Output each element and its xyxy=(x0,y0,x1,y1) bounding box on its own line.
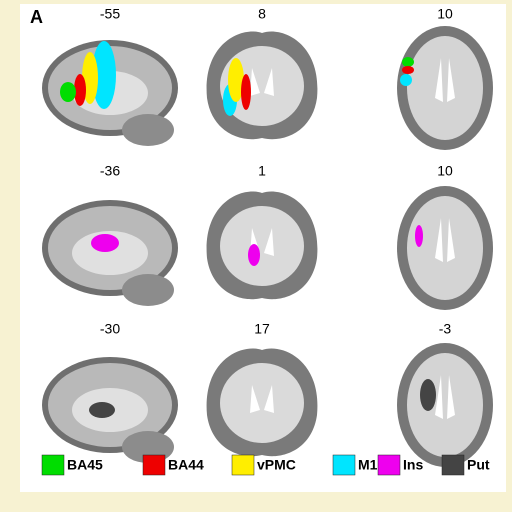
roi-vpmc xyxy=(228,58,244,102)
ventricles xyxy=(435,58,455,102)
ventricles xyxy=(435,218,455,262)
legend-label: Ins xyxy=(403,457,423,473)
brain-slice: 17 xyxy=(206,321,318,457)
slice-coordinate: 1 xyxy=(258,163,266,179)
roi-ba44 xyxy=(241,74,251,110)
legend-swatch xyxy=(231,454,255,476)
slice-coordinate: -36 xyxy=(100,163,120,179)
legend-label: M1 xyxy=(358,457,378,473)
brain-slice: -3 xyxy=(397,321,493,467)
legend-swatch xyxy=(441,454,465,476)
ventricles xyxy=(435,375,455,419)
roi-vpmc xyxy=(82,52,98,104)
slice-coordinate: 17 xyxy=(254,321,270,337)
brain-slice: 10 xyxy=(397,163,493,310)
roi-put xyxy=(89,402,115,418)
white-matter xyxy=(220,363,304,443)
slice-coordinate: 10 xyxy=(437,6,453,22)
legend-swatch xyxy=(332,454,356,476)
legend-label: Put xyxy=(467,457,490,473)
cerebellum xyxy=(122,274,174,306)
ventricles xyxy=(250,385,274,413)
roi-ba45 xyxy=(402,57,414,67)
roi-ba44 xyxy=(74,74,86,106)
ventricles xyxy=(250,68,274,96)
slice-coordinate: -3 xyxy=(439,321,452,337)
legend-label: BA44 xyxy=(168,457,204,473)
brain-slice: -36 xyxy=(42,163,178,306)
slice-coordinate: -55 xyxy=(100,6,120,22)
white-matter xyxy=(407,196,483,300)
panel-label: A xyxy=(30,7,43,27)
brain-slice: 10 xyxy=(397,6,493,150)
white-matter xyxy=(407,353,483,457)
slice-coordinate: -30 xyxy=(100,321,120,337)
roi-ins xyxy=(415,225,423,247)
white-matter xyxy=(407,36,483,140)
roi-put xyxy=(420,379,436,411)
roi-m1 xyxy=(400,74,412,86)
white-matter xyxy=(220,206,304,286)
legend-swatch xyxy=(377,454,401,476)
roi-ba45 xyxy=(60,82,76,102)
brain-slices: -55 8 10 -36 1 10 -30 17 -3 xyxy=(42,6,493,467)
roi-m1 xyxy=(92,41,116,109)
legend-swatch xyxy=(41,454,65,476)
roi-ba44 xyxy=(402,66,414,74)
legend-swatch xyxy=(142,454,166,476)
legend: BA45 BA44 vPMC M1 Ins Put xyxy=(41,454,490,476)
roi-ins xyxy=(248,244,260,266)
slice-coordinate: 8 xyxy=(258,6,266,22)
legend-label: vPMC xyxy=(257,457,296,473)
slice-coordinate: 10 xyxy=(437,163,453,179)
cerebellum xyxy=(122,114,174,146)
white-matter xyxy=(72,231,148,275)
roi-ins xyxy=(91,234,119,252)
brain-slice: 1 xyxy=(206,163,318,300)
legend-label: BA45 xyxy=(67,457,103,473)
